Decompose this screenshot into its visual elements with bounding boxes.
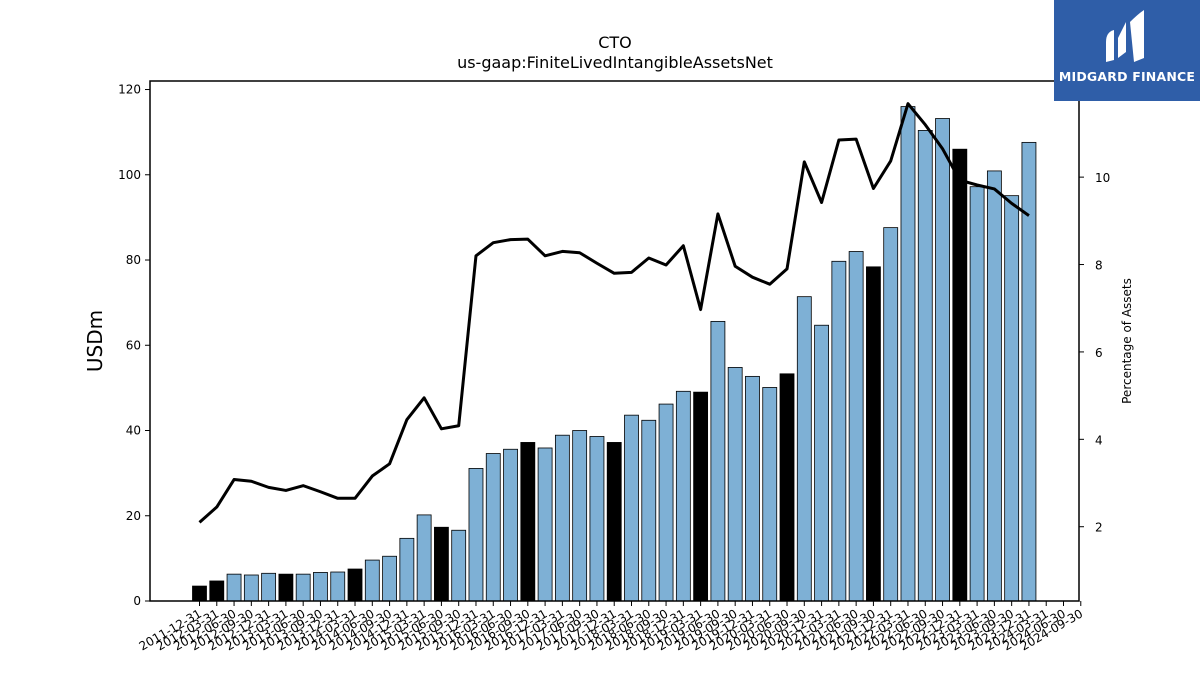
y2-tick-label: 10 bbox=[1095, 171, 1110, 185]
bar-2018-12-31 bbox=[675, 390, 691, 602]
bar-2012-09-30 bbox=[243, 574, 259, 602]
bar-2012-12-31 bbox=[261, 572, 277, 602]
bar-2013-06-30 bbox=[295, 573, 311, 602]
y-tick-label: 120 bbox=[118, 83, 141, 97]
bar-2014-06-30 bbox=[364, 559, 380, 602]
y-tick-label: 60 bbox=[126, 338, 141, 352]
bar-2017-12-31 bbox=[606, 442, 622, 602]
bar-2021-06-30 bbox=[848, 251, 864, 602]
bar-2018-03-31 bbox=[624, 414, 639, 602]
bar-2014-03-31 bbox=[347, 568, 363, 602]
y2-tick-label: 2 bbox=[1095, 521, 1103, 535]
percentage-line bbox=[198, 102, 1030, 524]
bar-2020-09-30 bbox=[796, 296, 812, 602]
bar-2021-09-30 bbox=[866, 266, 881, 602]
bar-2021-03-31 bbox=[831, 260, 847, 602]
bar-2018-06-30 bbox=[641, 419, 657, 602]
bar-2019-03-31 bbox=[693, 391, 709, 602]
bar-2012-06-30 bbox=[226, 573, 242, 602]
bar-2023-06-30 bbox=[986, 170, 1002, 602]
bar-2014-12-31 bbox=[399, 537, 415, 602]
y-axis-label: USDm bbox=[83, 310, 107, 372]
y-tick-label: 20 bbox=[126, 509, 141, 523]
bar-2016-09-30 bbox=[520, 442, 536, 602]
left-axis-ticks: 0 20 40 60 80 100 120 bbox=[118, 83, 150, 608]
bar-2016-03-31 bbox=[485, 453, 501, 602]
bar-2019-12-31 bbox=[745, 375, 760, 602]
midgard-finance-logo: MIDGARD FINANCE bbox=[1054, 0, 1200, 101]
bar-2013-03-31 bbox=[278, 573, 294, 602]
y-tick-label: 100 bbox=[118, 168, 141, 182]
y2-tick-label: 4 bbox=[1095, 433, 1103, 447]
x-axis-ticks: 2011-12-312012-03-312012-06-302012-09-30… bbox=[137, 601, 1085, 653]
bar-2015-12-31 bbox=[468, 468, 484, 602]
bar-2019-06-30 bbox=[710, 320, 726, 602]
bar-2021-12-31 bbox=[883, 227, 899, 602]
bar-2018-09-30 bbox=[658, 403, 674, 602]
midgard-logo-icon bbox=[1106, 10, 1144, 62]
bar-2020-12-31 bbox=[814, 324, 829, 602]
bar-2017-03-31 bbox=[554, 434, 570, 602]
bar-2022-09-30 bbox=[935, 118, 950, 602]
bar-2022-03-31 bbox=[900, 106, 916, 602]
bar-2020-06-30 bbox=[779, 373, 795, 602]
y2-tick-label: 8 bbox=[1095, 259, 1103, 273]
bar-2023-09-30 bbox=[1004, 195, 1020, 602]
logo-text: MIDGARD FINANCE bbox=[1058, 69, 1196, 84]
bar-2016-12-31 bbox=[537, 447, 553, 602]
bar-2020-03-31 bbox=[762, 387, 778, 602]
bar-2013-12-31 bbox=[330, 571, 346, 602]
bar-series bbox=[192, 106, 1037, 602]
y2-tick-label: 6 bbox=[1095, 346, 1103, 360]
bar-2015-03-31 bbox=[416, 514, 432, 602]
bar-2019-09-30 bbox=[727, 367, 743, 602]
bar-2012-03-31 bbox=[209, 580, 225, 602]
bar-2014-09-30 bbox=[382, 555, 397, 602]
y-tick-label: 80 bbox=[126, 253, 141, 267]
bar-2013-09-30 bbox=[313, 572, 328, 602]
bar-2017-06-30 bbox=[572, 430, 588, 602]
y2-axis-label: Percentage of Assets bbox=[1120, 278, 1134, 404]
right-axis-ticks: 2 4 6 8 10 bbox=[1079, 171, 1110, 535]
y-tick-label: 40 bbox=[126, 424, 141, 438]
bar-2016-06-30 bbox=[503, 448, 518, 602]
y-tick-label: 0 bbox=[133, 594, 141, 608]
bar-2015-06-30 bbox=[434, 526, 449, 602]
chart-title: CTO bbox=[598, 33, 632, 52]
bar-2023-03-31 bbox=[969, 186, 985, 602]
bar-2017-09-30 bbox=[589, 436, 605, 602]
chart-subtitle: us-gaap:FiniteLivedIntangibleAssetsNet bbox=[457, 53, 773, 72]
bar-2011-12-31 bbox=[192, 585, 207, 602]
bar-2022-12-31 bbox=[952, 148, 968, 602]
bar-2022-06-30 bbox=[917, 130, 933, 602]
percentage-line-series bbox=[198, 102, 1030, 524]
bar-2015-09-30 bbox=[451, 529, 467, 602]
